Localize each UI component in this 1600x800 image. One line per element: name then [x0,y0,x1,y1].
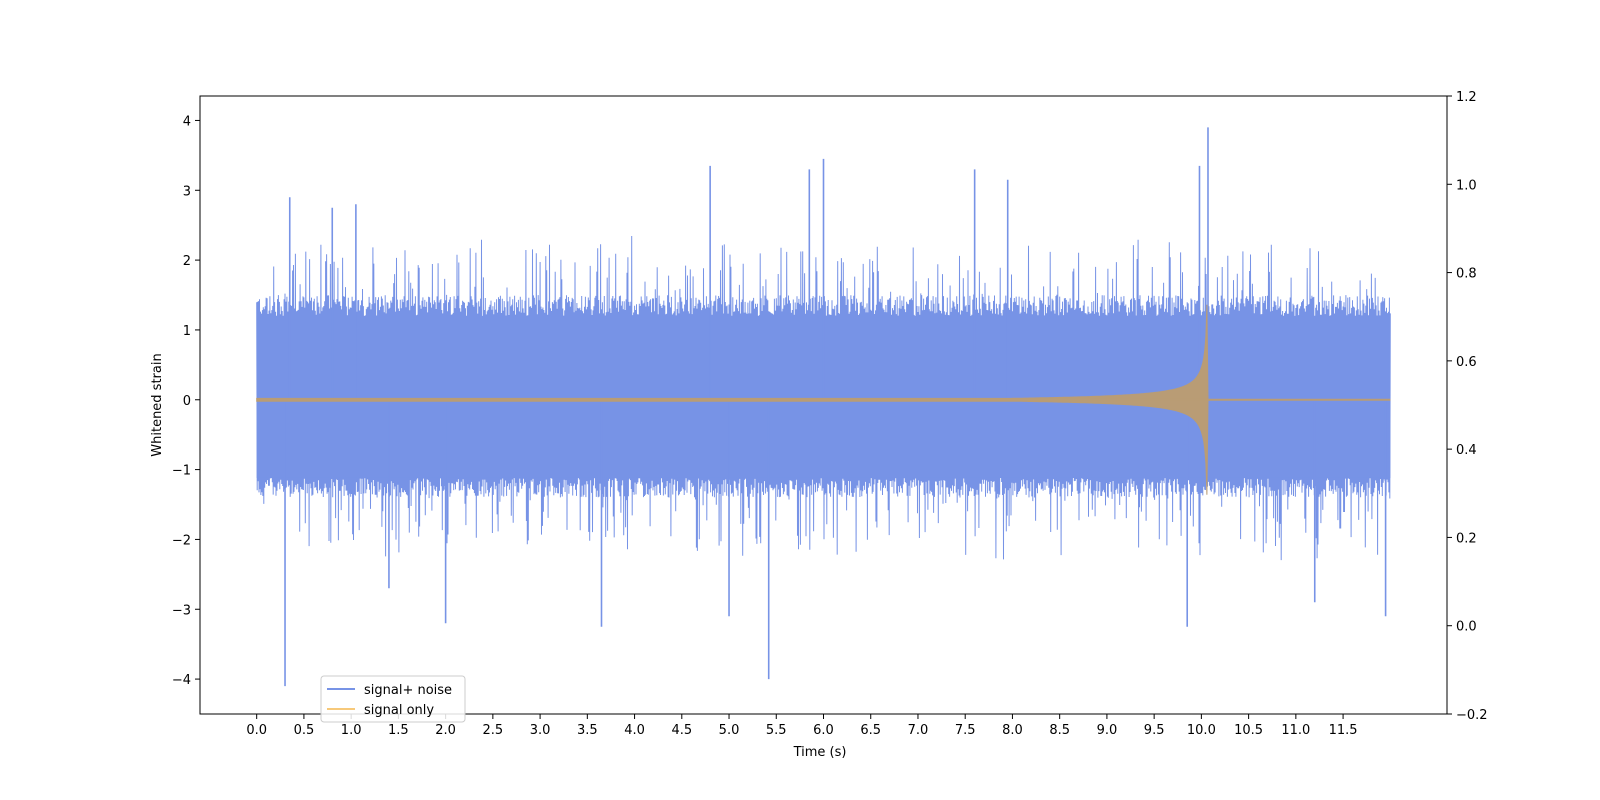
x-tick-label: 3.5 [577,723,598,738]
x-tick-label: 6.5 [860,723,881,738]
x-tick-label: 10.5 [1234,723,1263,738]
legend-label-signal-noise: signal+ noise [364,683,452,698]
x-tick-label: 11.5 [1329,723,1358,738]
y2-tick-label: 0.2 [1456,531,1477,546]
y-tick-label: −1 [172,464,191,479]
x-tick-label: 0.0 [246,723,267,738]
x-tick-label: 7.0 [908,723,929,738]
y2-tick-label: 0.8 [1456,267,1477,282]
y-axis: 4 3 2 1 0 −1 −2 −3 −4 [172,114,200,688]
x-tick-label: 2.0 [435,723,456,738]
x-tick-label: 7.5 [955,723,976,738]
y-tick-label: 4 [183,114,191,129]
y-tick-label: −2 [172,533,191,548]
y2-tick-label: 0.0 [1456,620,1477,635]
x-tick-label: 3.0 [530,723,551,738]
x-tick-label: 10.0 [1187,723,1216,738]
legend: signal+ noise signal only [320,675,466,723]
x-tick-label: 9.0 [1097,723,1118,738]
x-axis-label: Time (s) [793,745,847,760]
y2-tick-label: 0.4 [1456,443,1477,458]
x-tick-label: 0.5 [294,723,315,738]
legend-label-signal-only: signal only [364,703,434,718]
x-tick-label: 6.0 [813,723,834,738]
y2-tick-label: 1.0 [1456,178,1477,193]
x-tick-label: 11.0 [1281,723,1310,738]
x-axis: 0.0 0.5 1.0 1.5 2.0 2.5 3.0 3.5 4.0 4.5 5.0 5.5 6.0 6… [246,714,1358,738]
y-tick-label: 3 [183,184,191,199]
x-tick-label: 8.5 [1049,723,1070,738]
x-tick-label: 4.5 [671,723,692,738]
y-axis-label: Whitened strain [150,353,165,456]
y2-tick-label: 0.6 [1456,355,1477,370]
y-tick-label: −3 [172,603,191,618]
y-tick-label: 1 [183,324,191,339]
y-axis-right: 1.2 1.0 0.8 0.6 0.4 0.2 0.0 −0.2 [1447,90,1488,723]
x-tick-label: 5.5 [766,723,787,738]
x-tick-label: 5.0 [719,723,740,738]
x-tick-label: 1.0 [341,723,362,738]
y-tick-label: −4 [172,673,191,688]
y-tick-label: 0 [183,394,191,409]
y2-tick-label: 1.2 [1456,90,1477,105]
x-tick-label: 1.5 [388,723,409,738]
x-tick-label: 9.5 [1144,723,1165,738]
plot-area [256,127,1391,687]
x-tick-label: 2.5 [483,723,504,738]
x-tick-label: 8.0 [1002,723,1023,738]
y2-tick-label: −0.2 [1456,708,1488,723]
x-tick-label: 4.0 [624,723,645,738]
y-tick-label: 2 [183,254,191,269]
legend-frame [320,675,466,723]
